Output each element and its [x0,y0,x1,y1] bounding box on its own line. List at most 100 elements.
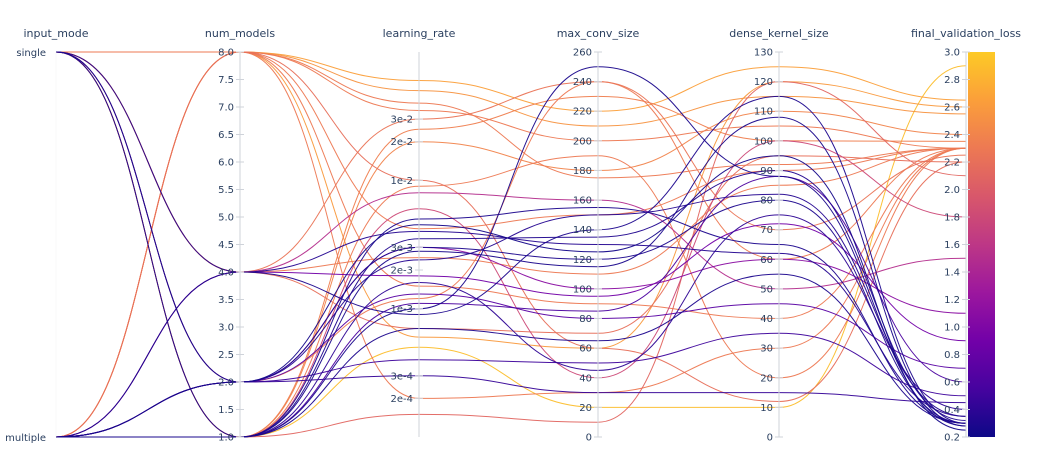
tick-label: 0.6 [944,378,960,389]
tick-label: 80 [579,314,592,325]
tick-label: 5.5 [218,185,234,196]
tick-label: 2e-4 [391,394,414,405]
tick-label: 50 [760,284,773,295]
axis-title: input_mode [24,27,89,40]
tick-label: 3e-2 [391,115,414,126]
tick-label: 200 [573,136,592,147]
tick-label: 220 [573,107,592,118]
tick-label: 20 [760,373,773,384]
tick-label: 120 [754,77,773,88]
tick-label: 7.0 [218,103,234,114]
tick-label: 7.5 [218,75,234,86]
run-line [55,193,967,438]
tick-label: 2.0 [944,185,960,196]
run-line [55,51,967,149]
run-line [55,51,967,438]
tick-label: 120 [573,255,592,266]
tick-label: 140 [573,225,592,236]
tick-label: 1.6 [944,240,960,251]
tick-label: 0.4 [944,405,960,416]
tick-label: 1.2 [944,295,960,306]
tick-label: 3e-3 [391,243,414,254]
axis-title: final_validation_loss [911,27,1021,40]
tick-label: 1e-3 [391,304,414,315]
tick-label: 2.6 [944,103,960,114]
axis-final-validation-loss[interactable]: final_validation_loss 0.2 0.4 0.6 0.8 1.0 1.2 1… [911,27,1021,444]
tick-label: 30 [760,344,773,355]
tick-label: 6.5 [218,130,234,141]
run-line [56,214,967,438]
tick-label: 110 [754,107,773,118]
axis-dense-kernel-size[interactable]: dense_kernel_size 0 10 20 30 40 50 60 70 80 90 100 1… [729,27,829,444]
tick-label: 1.5 [218,405,234,416]
run-line [55,246,967,438]
run-line [55,95,967,438]
tick-label: 1.4 [944,268,960,279]
tick-label: 1.0 [944,323,960,334]
run-line [55,51,967,127]
series-lines [55,51,967,438]
run-line [55,51,967,417]
category-tick-label: single [16,48,46,59]
axis-title: num_models [205,27,275,40]
tick-label: 3.0 [944,48,960,59]
tick-label: 100 [573,284,592,295]
tick-label: 1e-2 [391,176,414,187]
tick-label: 80 [760,196,773,207]
tick-label: 100 [754,136,773,147]
tick-label: 2.0 [218,378,234,389]
tick-label: 40 [579,373,592,384]
run-line [56,169,967,438]
tick-label: 1.0 [218,433,234,444]
tick-label: 10 [760,403,773,414]
tick-label: 2e-2 [391,137,414,148]
tick-label: 4.0 [218,268,234,279]
axis-num-models[interactable]: num_models 1.0 1.5 2.0 2.5 3.0 3.5 4.0 4.5 5.0 5.5… [205,27,275,444]
tick-label: 6.0 [218,158,234,169]
tick-label: 0.8 [944,350,960,361]
axis-title: max_conv_size [557,27,640,40]
run-line [55,155,967,438]
tick-label: 130 [754,48,773,59]
colorbar [968,52,995,437]
tick-label: 60 [579,344,592,355]
run-line [55,51,967,383]
tick-label: 240 [573,77,592,88]
tick-label: 4.5 [218,240,234,251]
tick-label: 260 [573,48,592,59]
tick-label: 3.5 [218,295,234,306]
tick-label: 40 [760,314,773,325]
tick-label: 160 [573,196,592,207]
tick-label: 2.5 [218,350,234,361]
axis-max-conv-size[interactable]: max_conv_size 0 20 40 60 80 100 120 140 160 180 200… [557,27,640,444]
run-line [55,51,967,275]
run-line [56,116,967,438]
category-tick-label: multiple [5,433,46,444]
axis-title: learning_rate [383,27,456,40]
tick-label: 70 [760,225,773,236]
run-line [55,223,967,438]
tick-label: 2.4 [944,130,960,141]
run-line [55,51,967,438]
run-line [55,192,967,438]
tick-label: 1.8 [944,213,960,224]
run-line [55,51,967,404]
axis-learning-rate[interactable]: learning_rate 2e-4 3e-4 1e-3 2e-3 3e-3 1e-2 2e-… [383,27,456,437]
tick-label: 180 [573,166,592,177]
axis-title: dense_kernel_size [729,27,829,40]
tick-label: 0.2 [944,433,960,444]
tick-label: 20 [579,403,592,414]
tick-label: 2e-3 [391,266,414,277]
tick-label: 90 [760,166,773,177]
tick-label: 8.0 [218,48,234,59]
tick-label: 3.0 [218,323,234,334]
tick-label: 2.2 [944,158,960,169]
tick-label: 0 [586,433,592,444]
tick-label: 5.0 [218,213,234,224]
tick-label: 0 [767,433,773,444]
tick-label: 2.8 [944,75,960,86]
tick-label: 60 [760,255,773,266]
